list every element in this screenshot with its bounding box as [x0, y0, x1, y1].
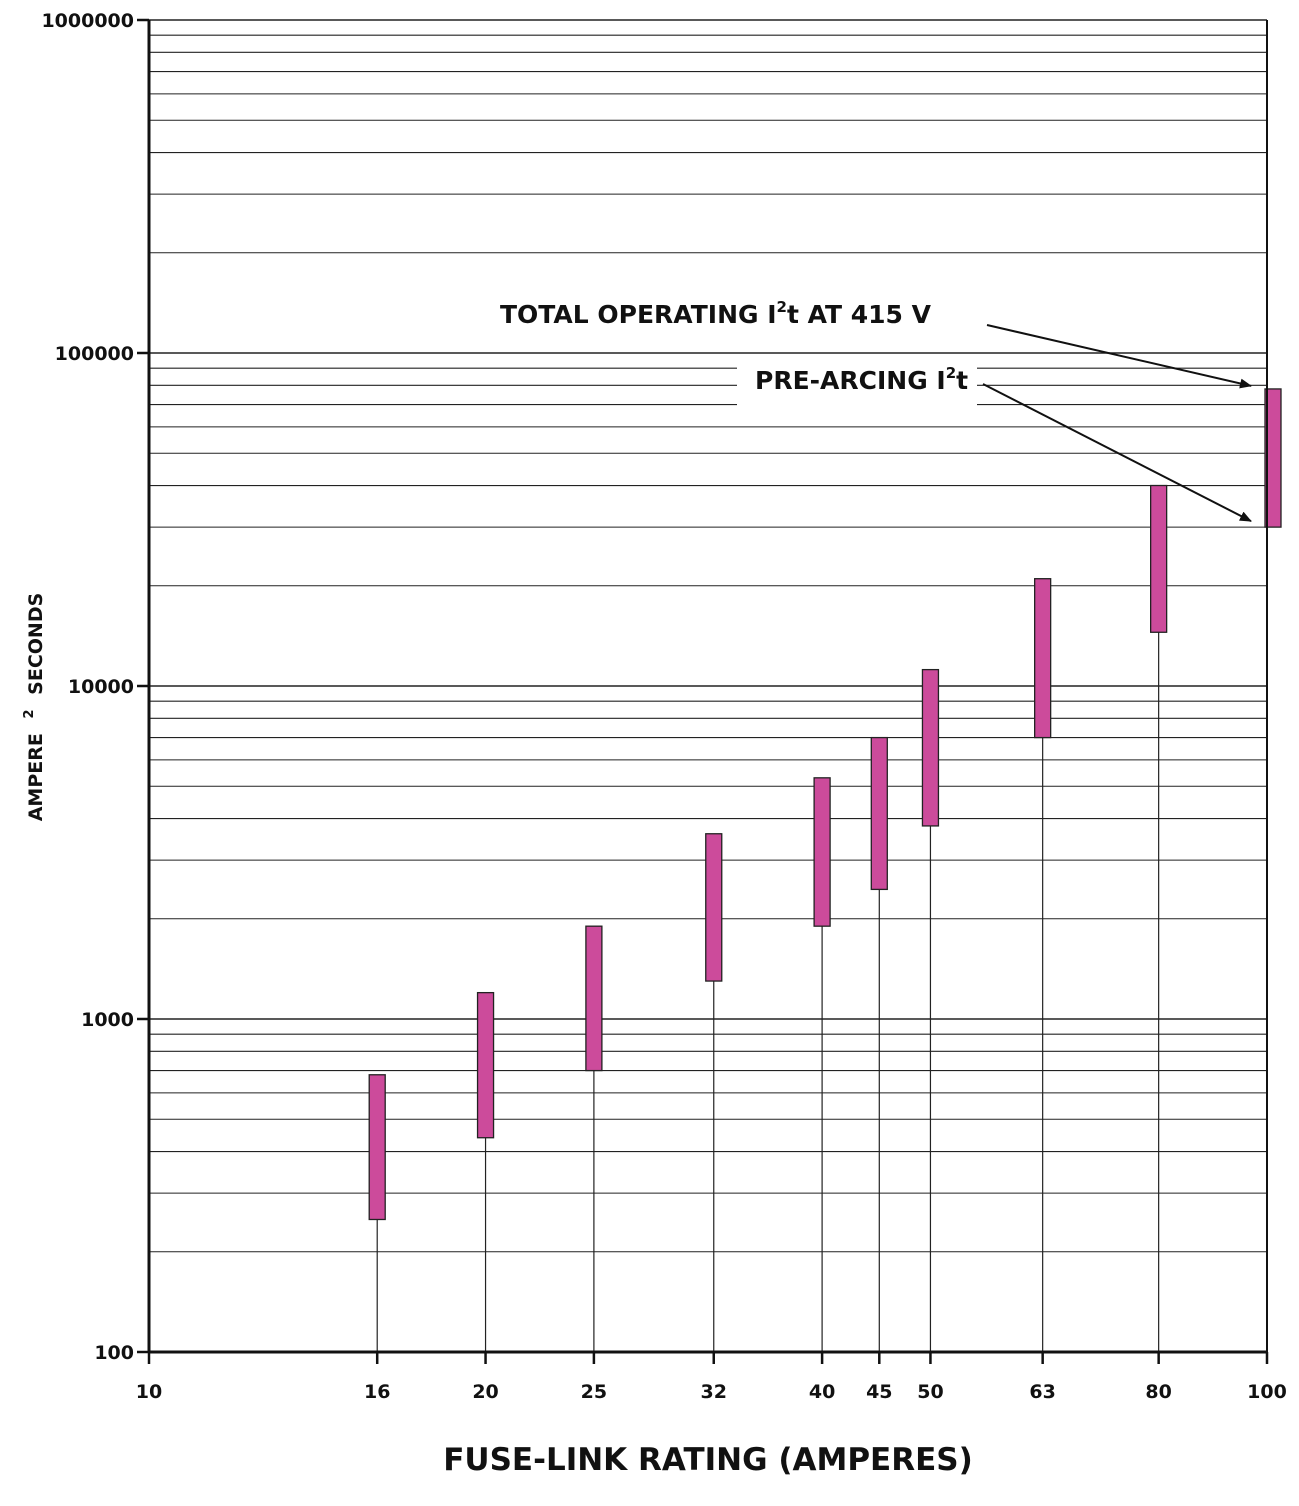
i2t-range-bar [1034, 578, 1052, 739]
i2t-range-bar [870, 736, 888, 891]
y-tick-label: 10000 [68, 676, 134, 698]
x-tick-label: 25 [581, 1381, 607, 1403]
y-axis-title: AMPERE 2 SECONDS [16, 593, 47, 822]
y-axis-title-superscript: 2 [22, 709, 37, 718]
pre-arcing-label: PRE-ARCING I2t [755, 364, 968, 395]
i2t-range-bar [476, 991, 495, 1139]
i2t-range-bar [368, 1074, 386, 1221]
y-tick-label: 1000000 [41, 10, 134, 32]
x-axis-title: FUSE-LINK RATING (AMPERES) [443, 1442, 973, 1478]
total-operating-label: TOTAL OPERATING I2t AT 415 V [500, 298, 932, 329]
x-tick-label: 50 [917, 1381, 943, 1403]
x-tick-label: 40 [809, 1381, 835, 1403]
i2t-range-bar [1264, 388, 1282, 528]
i2t-range-bar [813, 777, 831, 927]
y-tick-label: 1000 [81, 1009, 134, 1031]
bar-stems [376, 632, 1160, 1352]
y-axis-title-main: AMPERE [25, 733, 47, 821]
i2t-range-bar [585, 925, 603, 1072]
pre-arcing-label-mask [737, 363, 977, 409]
x-tick-label: 10 [136, 1381, 162, 1403]
i2t-range-bar [705, 833, 723, 982]
x-tick-label: 100 [1247, 1381, 1287, 1403]
y-tick-label: 100000 [55, 343, 134, 365]
annotations: TOTAL OPERATING I2t AT 415 V PRE-ARCING I… [500, 298, 1252, 523]
grid [149, 19, 1267, 1253]
tick-labels: 100 1000 10000 100000 1000000 10 16 20 25 32 40 45 5… [41, 10, 1286, 1403]
x-tick-label: 32 [701, 1381, 727, 1403]
x-tick-label: 63 [1029, 1381, 1055, 1403]
bars [368, 388, 1282, 1221]
y-tick-label: 100 [94, 1342, 134, 1364]
i2t-range-bar [921, 668, 940, 827]
total-operating-arrow [986, 324, 1252, 389]
pre-arcing-arrow [982, 383, 1252, 523]
x-tick-label: 16 [364, 1381, 390, 1403]
y-axis-title-rest: SECONDS [25, 593, 47, 695]
x-tick-label: 20 [472, 1381, 498, 1403]
axes [137, 18, 1269, 1364]
x-tick-label: 80 [1145, 1381, 1171, 1403]
i2t-range-bar [1150, 484, 1168, 633]
x-tick-label: 45 [866, 1381, 892, 1403]
